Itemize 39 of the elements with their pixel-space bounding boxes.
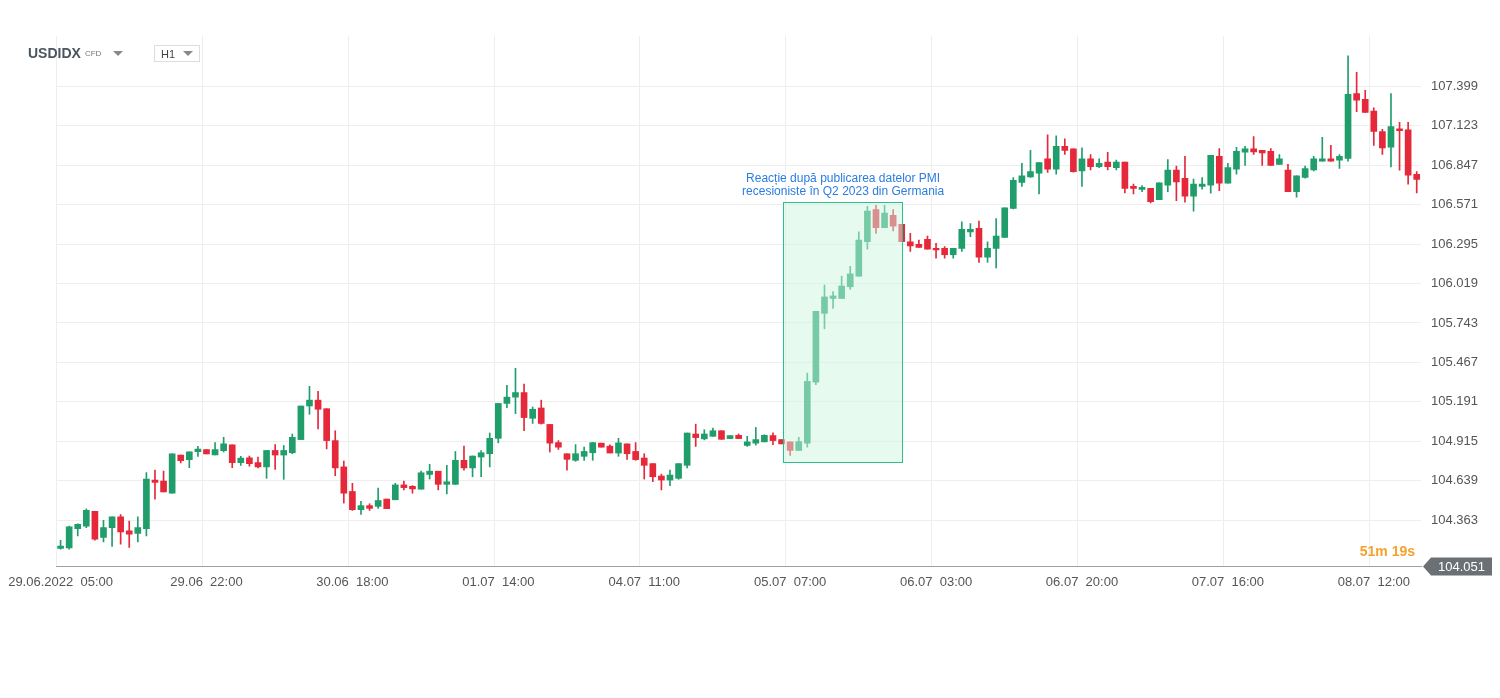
candlestick <box>125 520 133 548</box>
x-tick-label: 04.07 11:00 <box>608 573 680 589</box>
y-tick-label: 104.915 <box>1431 432 1479 448</box>
y-tick-label: 107.123 <box>1431 117 1479 133</box>
candlestick <box>906 233 914 252</box>
y-tick-label: 104.639 <box>1431 472 1479 488</box>
annotation: 51m 19s <box>1359 543 1415 559</box>
y-tick-label: 107.399 <box>1431 77 1479 93</box>
candlestick <box>1318 137 1326 162</box>
y-tick-label: 105.467 <box>1431 353 1479 369</box>
candlestick <box>1241 146 1249 166</box>
x-tick-label: 29.06.2022 05:00 <box>8 573 113 589</box>
y-tick-label: 106.571 <box>1431 196 1479 212</box>
text: 104.051 <box>1438 558 1486 574</box>
candlestick <box>692 423 700 447</box>
x-tick-label: 01.07 14:00 <box>462 573 535 589</box>
y-tick-label: 106.847 <box>1431 156 1479 172</box>
candlestick <box>1198 177 1206 190</box>
y-tick-label: 106.019 <box>1431 275 1479 291</box>
x-tick-label: 07.07 16:00 <box>1191 573 1265 589</box>
y-tick-label: 105.191 <box>1431 393 1479 409</box>
annotation: H1 <box>161 47 176 60</box>
x-tick-label: 05.07 07:00 <box>753 573 827 589</box>
x-tick-label: 30.06 18:00 <box>316 573 389 589</box>
x-tick-label: 29.06 22:00 <box>170 573 243 589</box>
x-tick-label: 08.07 12:00 <box>1337 573 1410 589</box>
candlestick <box>477 450 485 478</box>
candlestick <box>280 445 288 480</box>
text: CFD <box>84 48 102 58</box>
y-tick-label: 104.363 <box>1431 511 1479 527</box>
y-tick-label: 106.295 <box>1431 235 1479 251</box>
text: USDIDX <box>28 45 81 61</box>
x-tick-label: 06.07 20:00 <box>1045 573 1119 589</box>
candlestick <box>443 464 451 495</box>
candlestick <box>151 469 159 500</box>
annotation: Reacție după publicarea datelor PMI recesioniste în Q2 2023 din Germania <box>741 171 946 199</box>
x-tick-label: 06.07 03:00 <box>899 573 973 589</box>
candlestick <box>1327 145 1335 162</box>
y-tick-label: 105.743 <box>1431 314 1479 330</box>
